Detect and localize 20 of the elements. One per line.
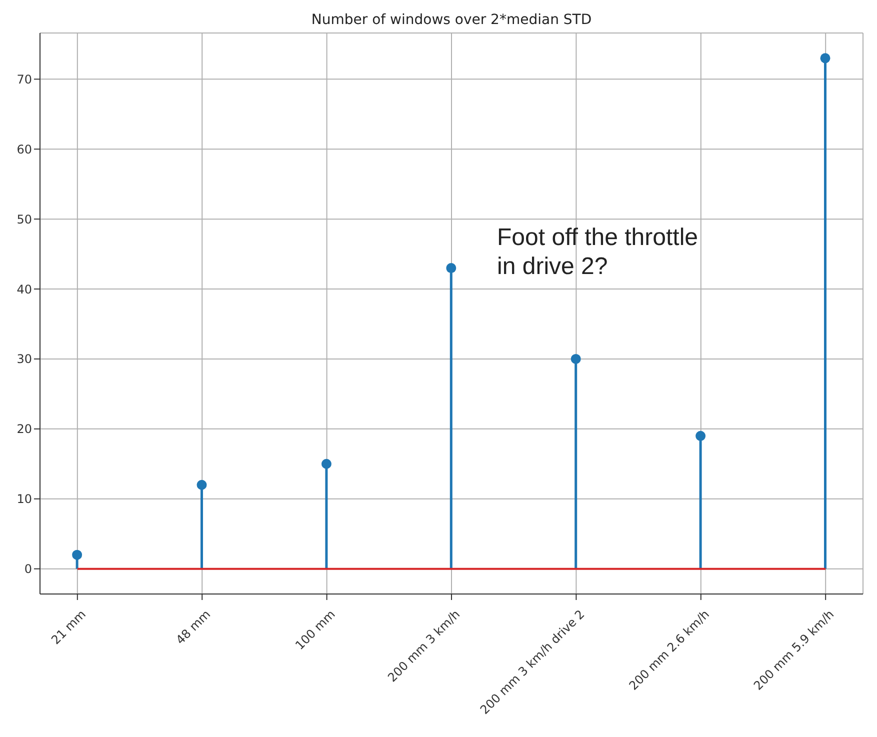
y-tick-label: 50 [16, 212, 32, 226]
y-tick-label: 30 [16, 352, 32, 366]
x-tick-label: 48 mm [173, 607, 214, 648]
chart-title: Number of windows over 2*median STD [310, 12, 593, 28]
y-tick-label: 20 [16, 422, 32, 436]
x-tick-label: 21 mm [48, 607, 88, 648]
point [321, 458, 332, 469]
y-tick-label: 70 [16, 72, 32, 86]
y-tick-label: 60 [16, 142, 32, 156]
y-tick-label: 0 [24, 562, 32, 576]
point [72, 550, 82, 560]
point [196, 480, 207, 490]
y-tick-label: 40 [16, 282, 32, 296]
point [446, 263, 456, 274]
point [696, 430, 706, 441]
annotation: Foot off the throttle in drive 2? [497, 223, 700, 281]
y-tick-label: 10 [16, 492, 32, 506]
point [820, 53, 830, 64]
point [570, 354, 581, 364]
x-tick-label: 100 mm [292, 607, 338, 653]
